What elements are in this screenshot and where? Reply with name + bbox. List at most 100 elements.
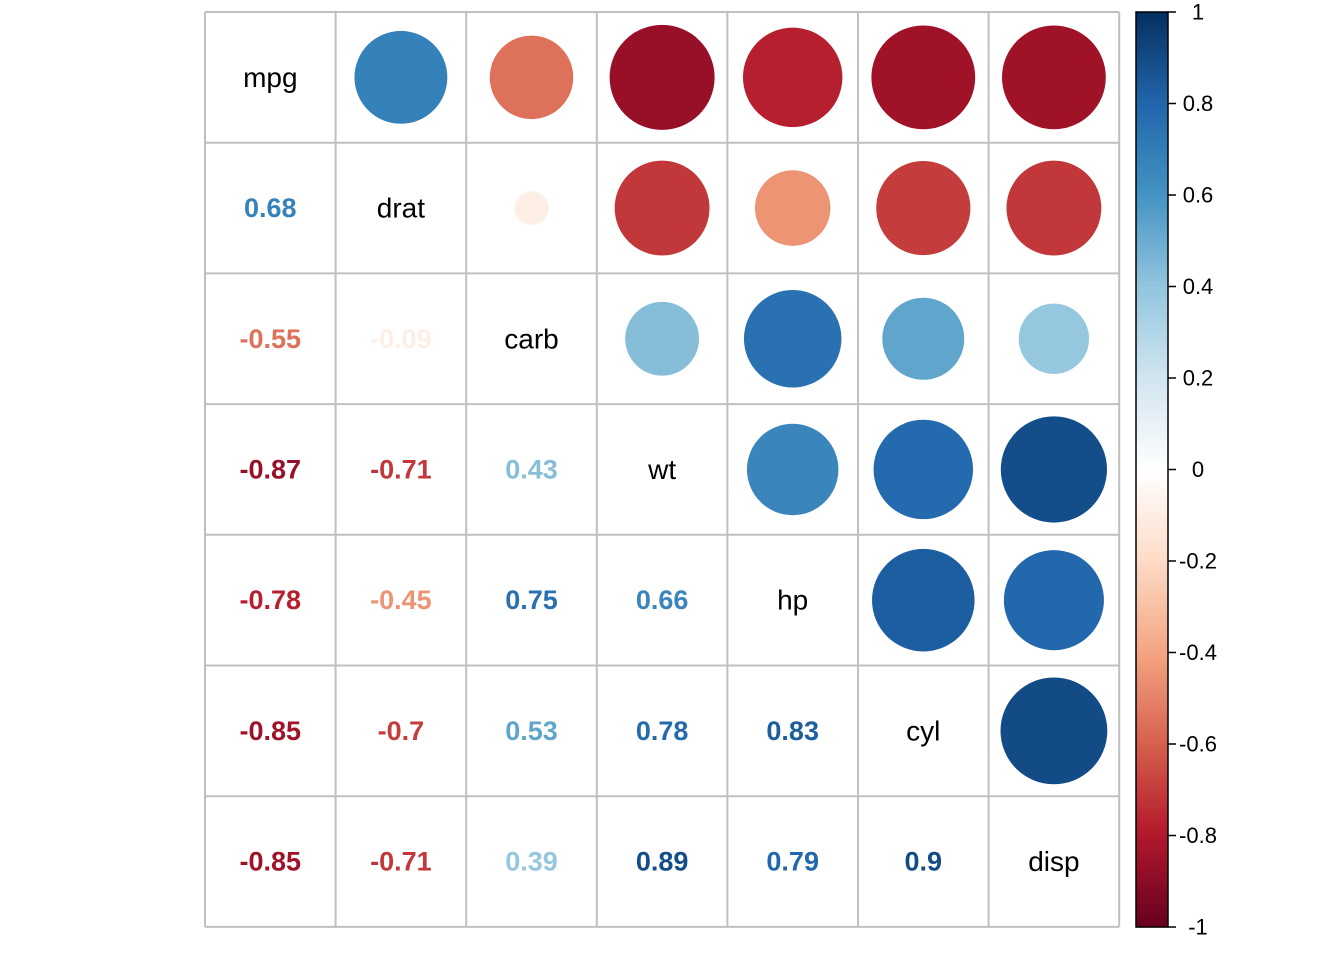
colorbar-segment — [1136, 80, 1168, 86]
colorbar-segment — [1136, 195, 1168, 201]
colorbar-segment — [1136, 551, 1168, 558]
colorbar-segment — [1136, 336, 1168, 342]
colorbar-tick-label: 0.4 — [1183, 274, 1214, 299]
colorbar-segment — [1136, 236, 1168, 242]
colorbar-segment — [1136, 849, 1168, 855]
colorbar-segment — [1136, 679, 1168, 686]
colorbar-segment — [1136, 702, 1168, 708]
colorbar-segment — [1136, 766, 1168, 773]
colorbar-segment — [1136, 268, 1168, 274]
colorbar-segment — [1136, 556, 1168, 562]
correlation-value-wt-mpg: -0.87 — [240, 454, 302, 484]
colorbar-segment — [1136, 108, 1168, 114]
colorbar-segment — [1136, 167, 1168, 173]
correlation-circle-drat-cyl — [876, 160, 971, 256]
correlation-value-disp-wt: 0.89 — [636, 847, 689, 877]
colorbar-segment — [1136, 744, 1168, 750]
colorbar-segment — [1136, 355, 1168, 361]
colorbar-segment — [1136, 313, 1168, 320]
correlation-circle-mpg-drat — [354, 30, 448, 124]
correlation-circle-mpg-disp — [1001, 25, 1106, 130]
colorbar-segment — [1136, 711, 1168, 718]
colorbar-segment — [1136, 71, 1168, 77]
colorbar-segment — [1136, 570, 1168, 576]
colorbar-segment — [1136, 410, 1168, 416]
colorbar-segment — [1136, 21, 1168, 27]
colorbar-tick-label: 1 — [1192, 0, 1204, 25]
colorbar-segment — [1136, 629, 1168, 635]
colorbar-segment — [1136, 39, 1168, 45]
correlation-value-hp-mpg: -0.78 — [240, 585, 302, 615]
colorbar-tick-label: 0.6 — [1183, 183, 1214, 208]
colorbar-segment — [1136, 231, 1168, 237]
correlation-circle-carb-disp — [1018, 303, 1090, 374]
colorbar-segment — [1136, 130, 1168, 137]
colorbar-segment — [1136, 643, 1168, 649]
variable-label-hp: hp — [777, 585, 808, 616]
colorbar-segment — [1136, 844, 1168, 850]
variable-label-wt: wt — [647, 454, 676, 485]
colorbar-segment — [1136, 684, 1168, 690]
colorbar-segment — [1136, 112, 1168, 118]
colorbar-segment — [1136, 217, 1168, 224]
colorbar-segment — [1136, 103, 1168, 109]
colorbar-segment — [1136, 776, 1168, 782]
colorbar-segment — [1136, 254, 1168, 260]
colorbar-segment — [1136, 378, 1168, 384]
colorbar-segment — [1136, 249, 1168, 256]
colorbar-segment — [1136, 432, 1168, 439]
colorbar-tick-label: 0.8 — [1183, 91, 1214, 116]
colorbar-segment — [1136, 126, 1168, 132]
correlation-circle-drat-wt — [614, 160, 710, 256]
colorbar-segment — [1136, 213, 1168, 219]
colorbar-segment — [1136, 899, 1168, 905]
colorbar-segment — [1136, 158, 1168, 164]
correlation-circle-mpg-carb — [489, 35, 574, 120]
colorbar-segment — [1136, 263, 1168, 269]
colorbar-segment — [1136, 798, 1168, 805]
colorbar-segment — [1136, 25, 1168, 31]
colorbar-segment — [1136, 304, 1168, 310]
correlation-circle-cyl-disp — [1000, 677, 1108, 785]
colorbar-segment — [1136, 506, 1168, 512]
correlation-value-disp-carb: 0.39 — [505, 847, 558, 877]
correlation-value-cyl-hp: 0.83 — [766, 716, 819, 746]
colorbar-tick-label: -1 — [1188, 915, 1208, 940]
correlation-grid: mpg 0.68 drat -0.55 -0.09 carb -0.87 -0.71 0.43 w… — [204, 11, 1121, 928]
colorbar-segment — [1136, 478, 1168, 484]
colorbar-segment — [1136, 121, 1168, 127]
colorbar-segment — [1136, 176, 1168, 182]
colorbar-segment — [1136, 492, 1168, 498]
colorbar-segment — [1136, 300, 1168, 306]
colorbar-segment — [1136, 428, 1168, 434]
correlation-circle-wt-hp — [746, 423, 839, 516]
colorbar-segment — [1136, 620, 1168, 626]
colorbar-segment — [1136, 16, 1168, 22]
colorbar-segment — [1136, 808, 1168, 814]
colorbar-segment — [1136, 190, 1168, 196]
colorbar-segment — [1136, 48, 1168, 54]
correlation-value-disp-hp: 0.79 — [766, 847, 819, 877]
colorbar-segment — [1136, 561, 1168, 567]
colorbar-segment — [1136, 62, 1168, 68]
colorbar-segment — [1136, 533, 1168, 539]
colorbar-segment — [1136, 734, 1168, 741]
colorbar-segment — [1136, 762, 1168, 768]
colorbar-segment — [1136, 373, 1168, 379]
colorbar-segment — [1136, 117, 1168, 123]
colorbar-segment — [1136, 625, 1168, 631]
color-legend: -1 -0.8 -0.6 -0.4 -0.2 0 0.2 0.4 0.6 0.8 1 — [1135, 0, 1217, 940]
colorbar-tick-label: -0.2 — [1179, 549, 1217, 574]
colorbar-segment — [1136, 286, 1168, 292]
colorbar-segment — [1136, 730, 1168, 736]
colorbar-segment — [1136, 647, 1168, 654]
correlation-circle-carb-hp — [743, 289, 842, 388]
colorbar-segment — [1136, 483, 1168, 489]
correlation-circle-drat-hp — [754, 170, 831, 246]
colorbar-segment — [1136, 794, 1168, 800]
colorbar-segment — [1136, 181, 1168, 187]
colorbar-segment — [1136, 341, 1168, 347]
colorbar-segment — [1136, 368, 1168, 375]
colorbar-segment — [1136, 144, 1168, 150]
colorbar-segment — [1136, 593, 1168, 599]
